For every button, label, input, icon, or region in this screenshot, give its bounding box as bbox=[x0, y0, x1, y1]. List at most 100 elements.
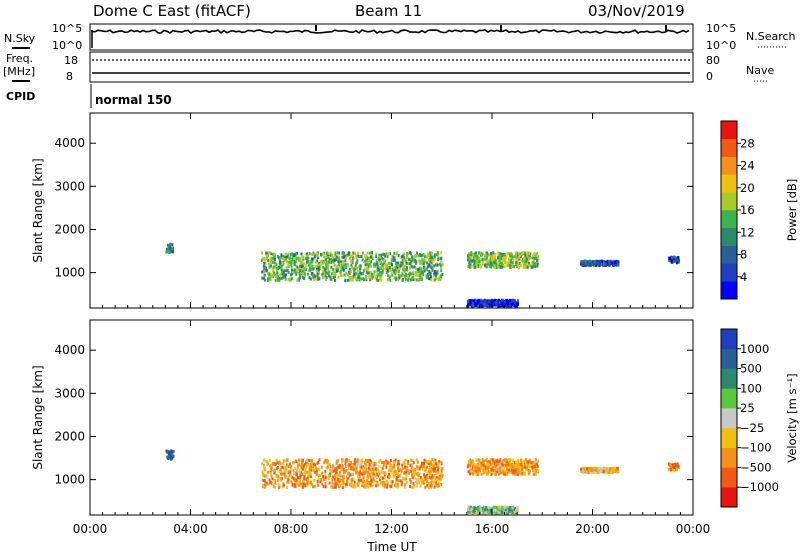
cell bbox=[267, 482, 270, 486]
cell bbox=[485, 251, 488, 255]
cell bbox=[281, 465, 284, 469]
cell bbox=[495, 262, 498, 266]
cell bbox=[169, 450, 172, 454]
cell bbox=[406, 268, 408, 272]
cell bbox=[305, 257, 308, 261]
cell bbox=[349, 255, 352, 258]
cell bbox=[296, 476, 299, 480]
cell bbox=[381, 268, 384, 272]
cell bbox=[333, 255, 336, 259]
cell bbox=[299, 469, 302, 473]
cell bbox=[280, 477, 283, 481]
cell bbox=[280, 253, 283, 257]
cell bbox=[262, 265, 265, 268]
cell bbox=[293, 471, 296, 475]
cell bbox=[472, 259, 475, 262]
cell bbox=[418, 254, 421, 258]
cell bbox=[597, 467, 600, 471]
cell bbox=[498, 508, 501, 512]
cell bbox=[501, 298, 503, 302]
cell bbox=[497, 264, 500, 268]
cell bbox=[370, 461, 373, 465]
cell bbox=[495, 459, 498, 463]
cell bbox=[594, 261, 597, 265]
cell bbox=[498, 459, 501, 463]
cell bbox=[417, 466, 420, 470]
cell bbox=[467, 264, 470, 268]
cell bbox=[669, 463, 672, 466]
cell bbox=[261, 470, 264, 474]
cell bbox=[324, 268, 327, 272]
cell bbox=[399, 264, 402, 268]
cell bbox=[281, 270, 284, 274]
cell bbox=[499, 471, 502, 475]
cell bbox=[495, 462, 498, 466]
cell bbox=[336, 479, 339, 483]
cell bbox=[344, 462, 347, 466]
cell bbox=[383, 253, 386, 257]
cell bbox=[389, 469, 392, 472]
colorbar-segment bbox=[721, 447, 737, 468]
cell bbox=[329, 465, 332, 469]
cell bbox=[512, 265, 515, 269]
cell bbox=[378, 270, 381, 274]
cell bbox=[304, 469, 307, 473]
cell bbox=[303, 269, 306, 273]
cell bbox=[378, 268, 381, 272]
cell bbox=[386, 483, 389, 487]
cell bbox=[506, 473, 509, 477]
cell bbox=[510, 251, 513, 255]
cell bbox=[284, 269, 287, 273]
cell bbox=[394, 267, 397, 271]
cell bbox=[484, 254, 487, 257]
cell bbox=[536, 259, 538, 262]
cell bbox=[424, 466, 427, 470]
colorbar-segment bbox=[721, 210, 737, 229]
x-tick-label: 12:00 bbox=[374, 522, 409, 536]
cell bbox=[431, 265, 434, 269]
colorbar-tick-label: 25 bbox=[740, 401, 755, 415]
cell bbox=[402, 461, 405, 465]
cell bbox=[410, 480, 413, 483]
cell bbox=[412, 278, 415, 281]
cell bbox=[674, 462, 676, 466]
cell bbox=[414, 258, 417, 262]
cell bbox=[305, 260, 308, 264]
cell bbox=[280, 470, 283, 474]
cell bbox=[478, 506, 481, 510]
cell bbox=[482, 465, 485, 469]
cell bbox=[298, 481, 301, 484]
cell bbox=[537, 459, 540, 463]
cell bbox=[434, 458, 437, 462]
cell bbox=[507, 301, 510, 305]
cell bbox=[366, 478, 369, 482]
cell bbox=[385, 480, 388, 484]
cell bbox=[408, 262, 411, 265]
cell bbox=[512, 469, 515, 473]
cell bbox=[485, 510, 488, 514]
cell bbox=[399, 479, 402, 483]
cell bbox=[387, 461, 390, 465]
cell bbox=[416, 458, 418, 462]
cell bbox=[500, 459, 503, 463]
cell bbox=[509, 259, 512, 263]
cell bbox=[346, 474, 349, 478]
cell bbox=[419, 484, 422, 488]
cell bbox=[366, 262, 369, 266]
cell bbox=[483, 468, 486, 472]
cell bbox=[473, 256, 475, 260]
cell bbox=[370, 474, 373, 478]
cell bbox=[335, 257, 338, 261]
cell bbox=[290, 264, 293, 268]
cell bbox=[517, 302, 519, 306]
cell bbox=[427, 252, 430, 256]
cell bbox=[507, 468, 510, 472]
cell bbox=[333, 258, 336, 262]
cell bbox=[359, 267, 362, 271]
cell bbox=[469, 510, 472, 514]
cell bbox=[309, 472, 312, 476]
cell bbox=[315, 472, 318, 476]
cell bbox=[370, 272, 373, 276]
cell bbox=[432, 274, 435, 278]
